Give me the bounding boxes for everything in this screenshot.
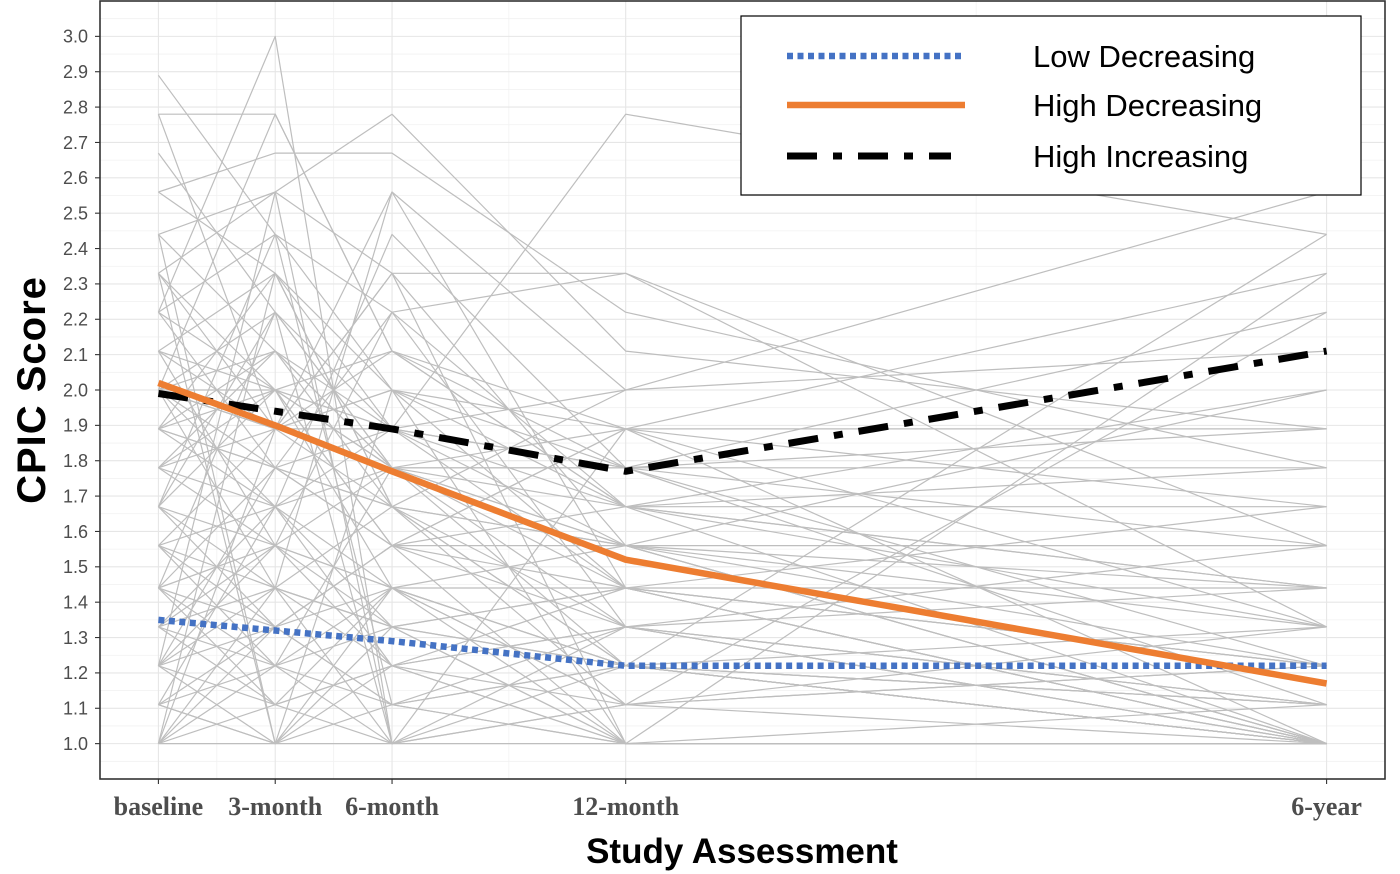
y-tick-label: 2.4 xyxy=(63,239,88,259)
y-tick-label: 2.6 xyxy=(63,168,88,188)
y-tick-label: 1.3 xyxy=(63,628,88,648)
x-tick-label: 12-month xyxy=(572,792,679,821)
individual-trajectory-line xyxy=(157,587,1327,706)
individual-trajectory-line xyxy=(157,233,1327,706)
x-tick-label: baseline xyxy=(114,792,204,821)
y-tick-label: 2.7 xyxy=(63,133,88,153)
legend-label-high-decreasing: High Decreasing xyxy=(1033,88,1262,123)
individual-trajectories xyxy=(157,35,1327,745)
trajectory-line-high-decreasing xyxy=(157,379,1328,687)
legend-label-low-decreasing: Low Decreasing xyxy=(1033,39,1255,74)
trajectory-line-high-increasing xyxy=(157,347,1328,475)
y-tick-label: 1.8 xyxy=(63,451,88,471)
individual-trajectory-line xyxy=(157,467,1327,745)
y-tick-label: 1.1 xyxy=(63,699,88,719)
x-axis-title: Study Assessment xyxy=(586,832,898,871)
trajectory-line-low-decreasing xyxy=(158,616,1327,670)
y-tick-label: 1.4 xyxy=(63,592,88,612)
x-tick-label: 6-year xyxy=(1291,792,1362,821)
legend: Low Decreasing High Decreasing High Incr… xyxy=(740,15,1362,196)
individual-trajectory-line xyxy=(157,233,1327,745)
y-tick-label: 2.2 xyxy=(63,310,88,330)
y-axis: 1.0 1.1 1.2 1.3 1.4 1.5 1.6 1.7 1.8 1.9 2.0 2.1 2.2 2… xyxy=(63,27,100,754)
individual-trajectory-line xyxy=(157,311,1327,706)
y-tick-label: 1.2 xyxy=(63,663,88,683)
x-tick-label: 3-month xyxy=(228,792,322,821)
individual-trajectory-line xyxy=(157,272,1327,628)
group-trajectories xyxy=(157,347,1328,687)
y-tick-label: 1.0 xyxy=(63,734,88,754)
y-tick-label: 2.1 xyxy=(63,345,88,365)
y-tick-label: 2.8 xyxy=(63,97,88,117)
x-axis: baseline 3-month 6-month 12-month 6-year xyxy=(114,779,1362,821)
y-axis-title: CPIC Score xyxy=(10,276,54,504)
y-tick-label: 1.7 xyxy=(63,486,88,506)
legend-label-high-increasing: High Increasing xyxy=(1033,139,1248,174)
individual-trajectory-line xyxy=(158,389,1327,745)
individual-trajectory-line xyxy=(157,152,1327,745)
y-tick-label: 2.3 xyxy=(63,274,88,294)
x-tick-label: 6-month xyxy=(345,792,439,821)
y-tick-label: 2.5 xyxy=(63,203,88,223)
y-tick-label: 3.0 xyxy=(63,27,88,47)
y-tick-label: 1.5 xyxy=(63,557,88,577)
y-tick-label: 1.6 xyxy=(63,522,88,542)
y-tick-label: 2.9 xyxy=(63,62,88,82)
y-tick-label: 2.0 xyxy=(63,380,88,400)
y-tick-label: 1.9 xyxy=(63,416,88,436)
